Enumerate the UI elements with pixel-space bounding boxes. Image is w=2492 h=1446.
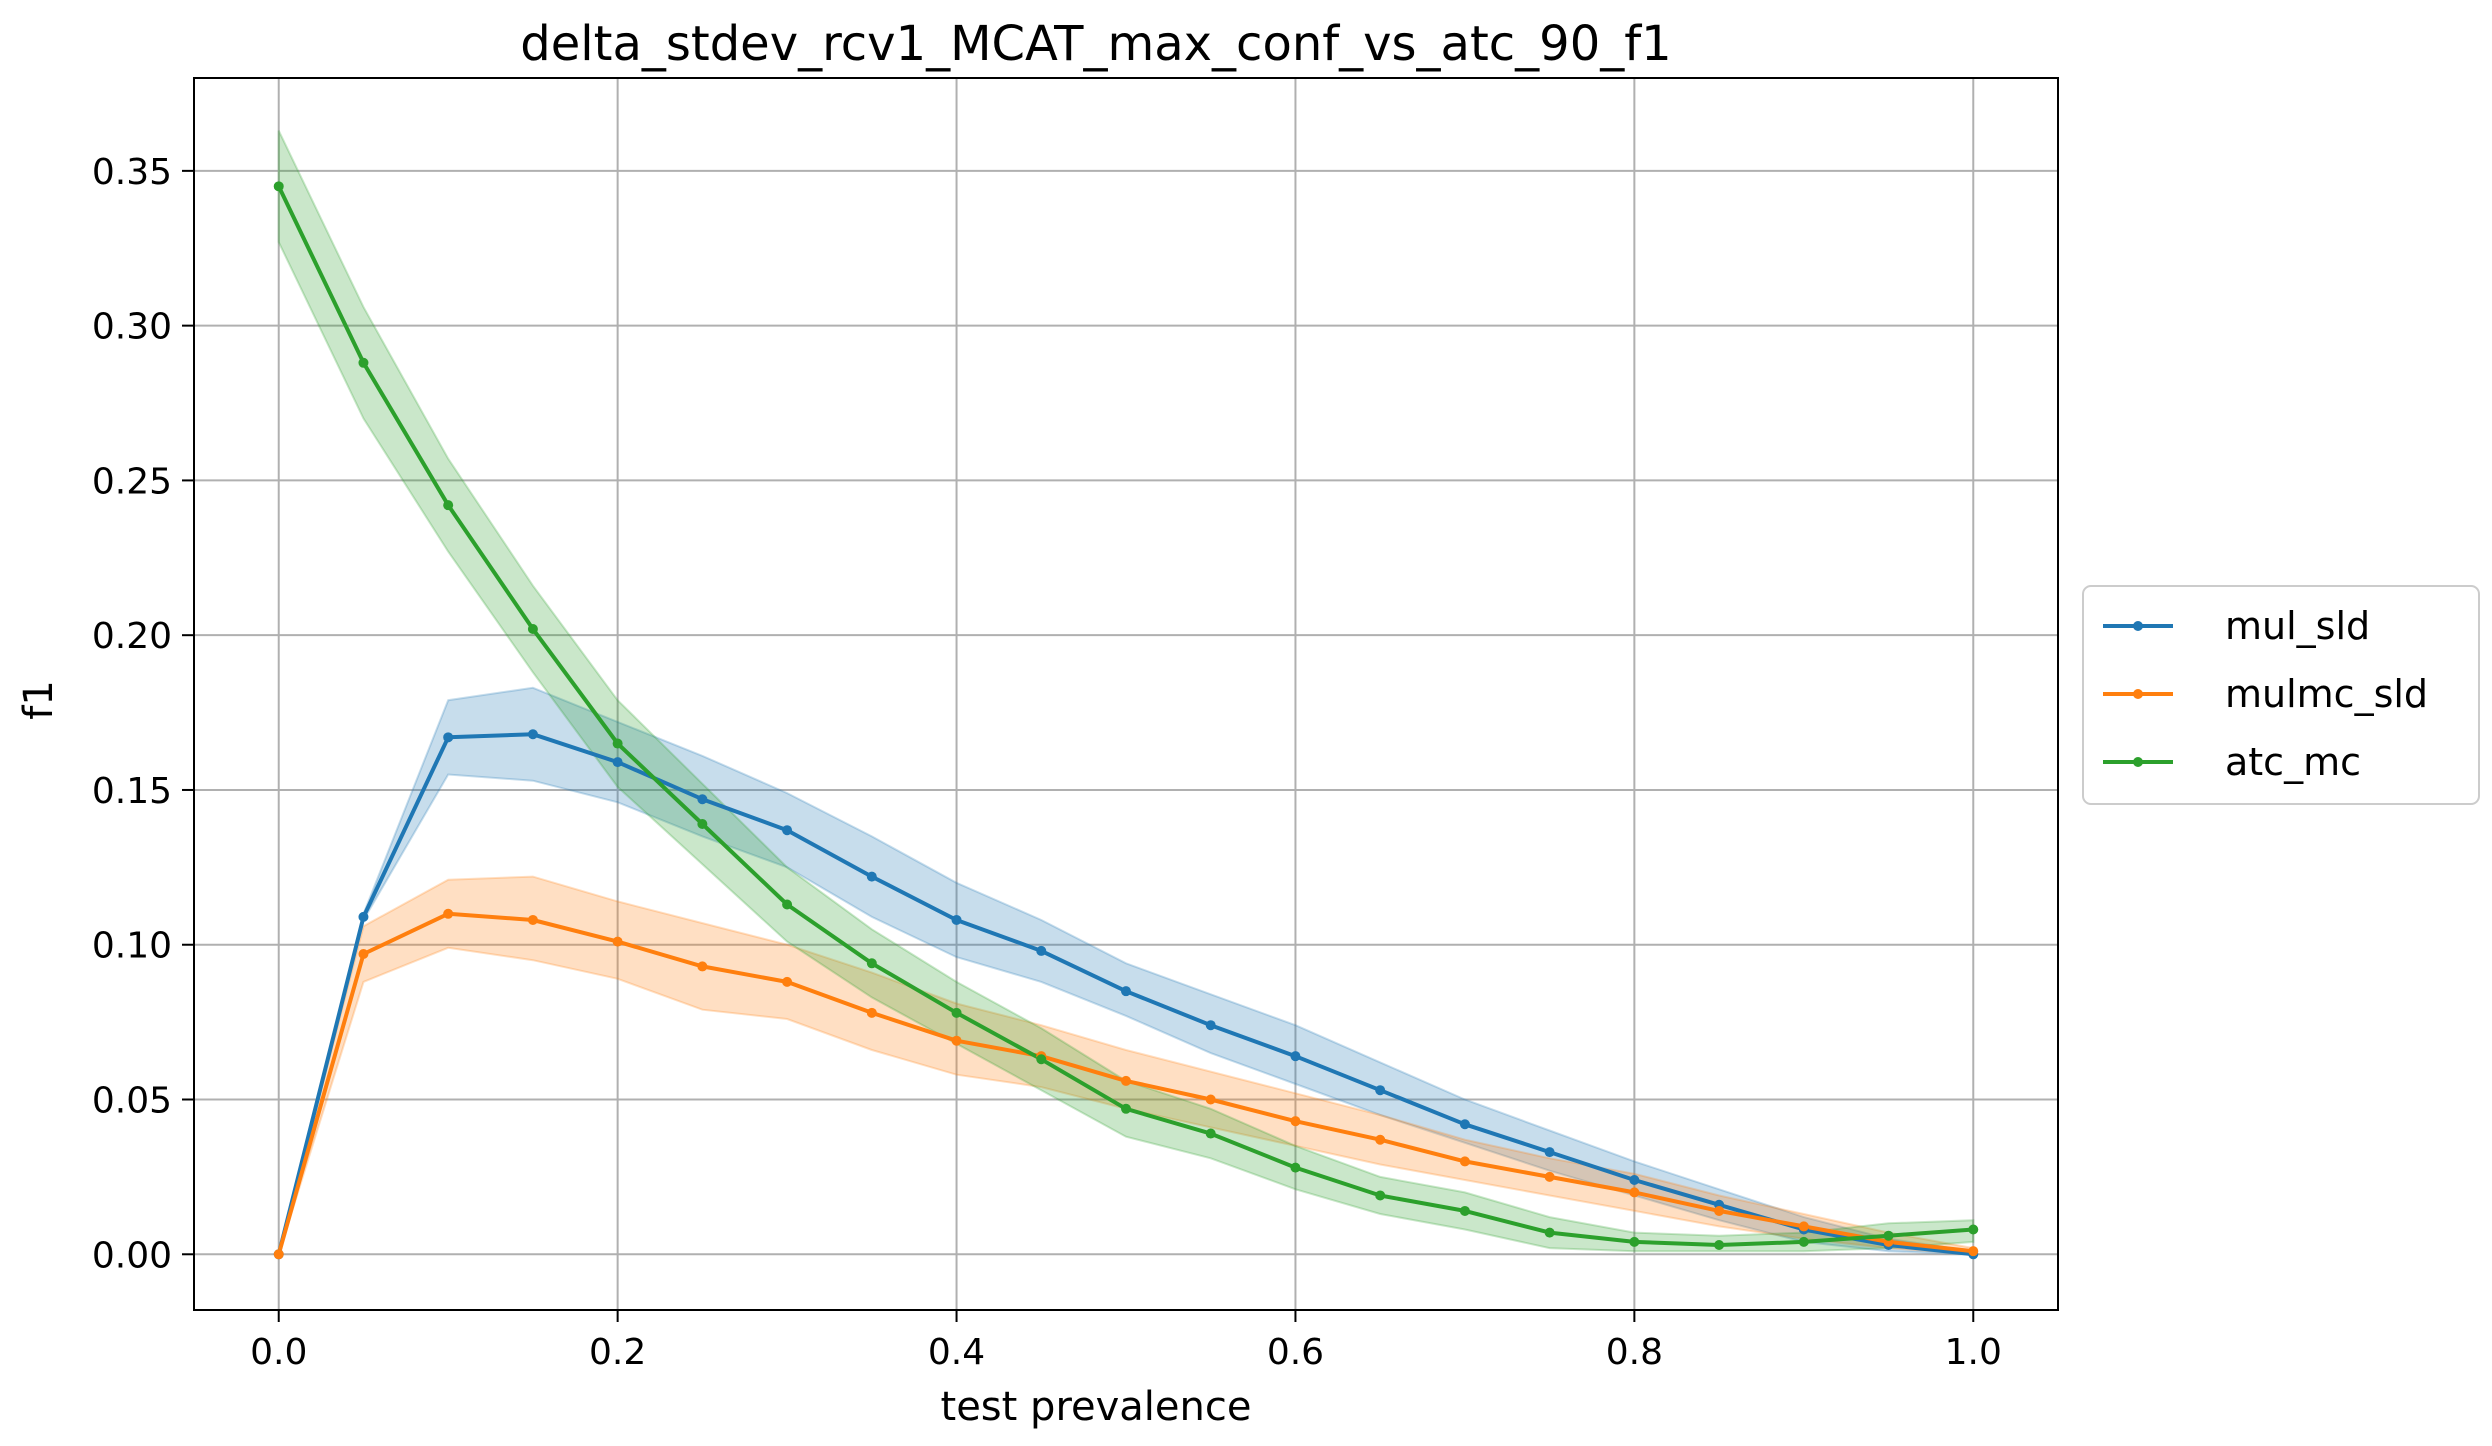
point-atc_mc [1798, 1236, 1809, 1247]
point-mulmc_sld [612, 936, 623, 947]
point-mulmc_sld [443, 908, 454, 919]
point-atc_mc [1036, 1054, 1047, 1065]
point-mul_sld [527, 729, 538, 740]
series-points [273, 181, 1979, 1260]
point-atc_mc [1629, 1236, 1640, 1247]
point-atc_mc [866, 958, 877, 969]
point-mulmc_sld [1798, 1221, 1809, 1232]
point-mul_sld [443, 732, 454, 743]
point-atc_mc [1205, 1128, 1216, 1139]
legend-marker-mulmc_sld [2133, 689, 2143, 699]
x-tick-label: 0.8 [1606, 1332, 1663, 1373]
point-mulmc_sld [527, 914, 538, 925]
point-atc_mc [951, 1007, 962, 1018]
point-atc_mc [1459, 1205, 1470, 1216]
y-tick-label: 0.25 [92, 461, 172, 502]
legend: mul_sld mulmc_sld atc_mc [2082, 585, 2480, 805]
legend-marker-atc_mc [2133, 757, 2143, 767]
legend-marker-mul_sld [2133, 621, 2143, 631]
point-atc_mc [358, 357, 369, 368]
point-mul_sld [951, 914, 962, 925]
x-tick-label: 1.0 [1945, 1332, 2002, 1373]
y-tick-label: 0.20 [92, 616, 172, 657]
point-atc_mc [1121, 1103, 1131, 1114]
x-tick-label: 0.4 [928, 1332, 985, 1373]
point-atc_mc [1290, 1162, 1301, 1173]
plot-frame [193, 77, 2059, 1311]
chart-title: delta_stdev_rcv1_MCAT_max_conf_vs_atc_90… [520, 16, 1671, 72]
point-mul_sld [612, 757, 623, 768]
point-mul_sld [358, 911, 369, 922]
legend-label-atc_mc: atc_mc [2225, 740, 2361, 784]
point-mulmc_sld [273, 1249, 284, 1260]
point-mul_sld [1375, 1085, 1386, 1096]
point-mulmc_sld [1714, 1205, 1725, 1216]
point-atc_mc [1883, 1230, 1894, 1241]
point-mulmc_sld [1375, 1134, 1386, 1145]
point-mulmc_sld [697, 961, 708, 972]
point-atc_mc [697, 819, 708, 830]
point-mul_sld [866, 871, 877, 882]
x-axis-ticks: 0.0 0.2 0.4 0.6 0.8 1.0 [250, 1310, 2002, 1373]
point-mulmc_sld [1968, 1246, 1979, 1257]
grid-lines [194, 78, 2058, 1310]
point-mul_sld [1036, 945, 1047, 956]
point-atc_mc [443, 500, 454, 511]
point-mulmc_sld [1459, 1156, 1470, 1167]
point-mulmc_sld [866, 1007, 877, 1018]
x-axis-label: test prevalence [941, 1384, 1252, 1430]
point-mul_sld [1290, 1051, 1301, 1062]
point-mul_sld [782, 825, 793, 836]
point-atc_mc [782, 899, 793, 910]
point-mulmc_sld [951, 1035, 962, 1046]
x-tick-label: 0.6 [1267, 1332, 1324, 1373]
point-mul_sld [1121, 986, 1131, 997]
point-atc_mc [273, 181, 284, 192]
y-tick-label: 0.05 [92, 1081, 172, 1122]
point-mulmc_sld [1205, 1094, 1216, 1105]
legend-label-mul_sld: mul_sld [2225, 604, 2370, 648]
point-mulmc_sld [1290, 1116, 1301, 1127]
y-tick-label: 0.00 [92, 1235, 172, 1276]
point-atc_mc [1375, 1190, 1386, 1201]
y-axis-ticks: 0.00 0.05 0.10 0.15 0.20 0.25 0.30 0.35 [92, 152, 194, 1276]
point-atc_mc [1544, 1227, 1555, 1238]
point-mulmc_sld [1629, 1187, 1640, 1198]
point-mul_sld [697, 794, 708, 805]
point-mulmc_sld [358, 949, 369, 960]
x-tick-label: 0.0 [250, 1332, 307, 1373]
point-mulmc_sld [1121, 1075, 1131, 1086]
point-mul_sld [1459, 1119, 1470, 1130]
point-mul_sld [1205, 1020, 1216, 1031]
point-mul_sld [1544, 1147, 1555, 1158]
legend-label-mulmc_sld: mulmc_sld [2225, 672, 2428, 716]
y-tick-label: 0.35 [92, 152, 172, 193]
point-mul_sld [1629, 1174, 1640, 1185]
point-atc_mc [527, 623, 538, 634]
legend-frame [2082, 585, 2480, 805]
y-axis-label: f1 [16, 680, 62, 720]
point-mulmc_sld [1544, 1171, 1555, 1182]
point-atc_mc [1714, 1239, 1725, 1250]
point-atc_mc [1968, 1224, 1979, 1235]
y-tick-label: 0.10 [92, 926, 172, 967]
y-tick-label: 0.15 [92, 771, 172, 812]
point-atc_mc [612, 738, 623, 749]
band-atc_mc [277, 130, 1975, 1253]
x-tick-label: 0.2 [589, 1332, 646, 1373]
point-mulmc_sld [782, 976, 793, 987]
y-tick-label: 0.30 [92, 307, 172, 348]
